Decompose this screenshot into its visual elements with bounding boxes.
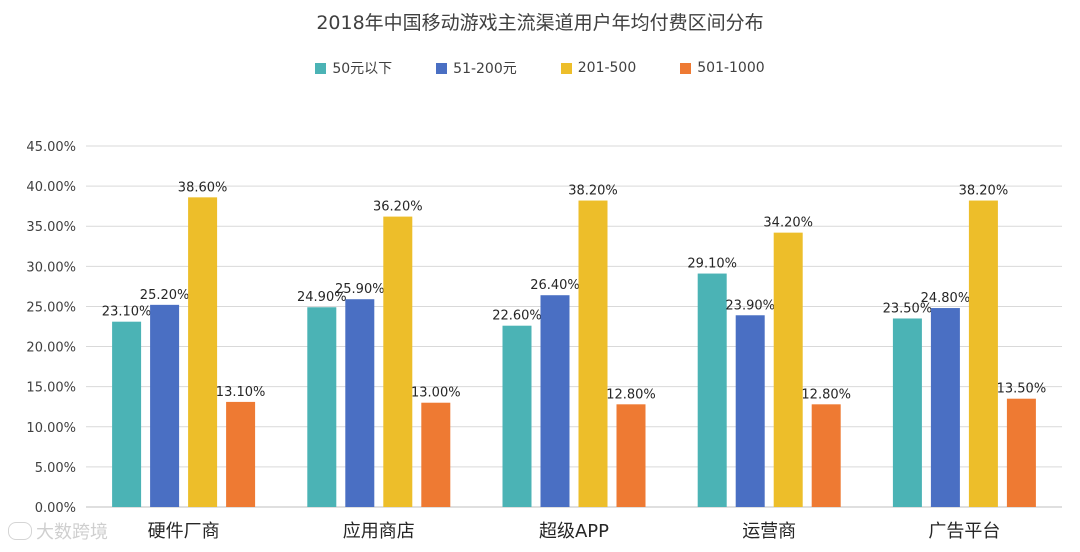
bar xyxy=(188,197,218,507)
bar xyxy=(150,304,180,507)
data-label: 23.90% xyxy=(725,298,775,313)
y-tick-label: 25.00% xyxy=(26,300,76,315)
bar xyxy=(226,401,256,507)
x-tick-label: 运营商 xyxy=(742,521,796,542)
y-tick-label: 5.00% xyxy=(35,461,76,476)
y-tick-label: 20.00% xyxy=(26,341,76,356)
bar xyxy=(421,402,451,507)
bar xyxy=(383,216,413,507)
legend-label: 201-500 xyxy=(577,60,637,76)
x-tick-label: 广告平台 xyxy=(928,521,1000,542)
data-label: 25.20% xyxy=(140,288,190,303)
data-label: 24.80% xyxy=(921,291,971,306)
data-label: 12.80% xyxy=(801,387,851,402)
watermark-logo-icon xyxy=(8,522,32,540)
data-label: 38.20% xyxy=(959,184,1009,199)
y-tick-label: 0.00% xyxy=(35,501,76,516)
bar xyxy=(892,318,922,507)
bar xyxy=(112,321,142,507)
legend-item: 501-1000 xyxy=(680,58,765,78)
bar xyxy=(773,232,803,507)
bar xyxy=(968,200,998,507)
legend-item: 201-500 xyxy=(560,58,637,78)
data-label: 13.00% xyxy=(411,386,461,401)
data-label: 23.10% xyxy=(102,305,152,320)
legend-label: 50元以下 xyxy=(332,61,393,77)
data-label: 13.10% xyxy=(216,385,266,400)
watermark: 大数跨境 xyxy=(8,518,108,544)
y-tick-label: 35.00% xyxy=(26,220,76,235)
data-label: 38.60% xyxy=(178,180,228,195)
legend: 50元以下 51-200元 201-500 501-1000 xyxy=(0,58,1080,78)
y-tick-label: 40.00% xyxy=(26,180,76,195)
data-label: 36.20% xyxy=(373,200,423,215)
legend-swatch xyxy=(436,62,448,74)
data-label: 38.20% xyxy=(568,184,618,199)
bar xyxy=(540,295,570,507)
data-label: 29.10% xyxy=(687,257,737,272)
legend-item: 51-200元 xyxy=(436,58,517,78)
x-tick-label: 超级APP xyxy=(539,521,609,542)
legend-label: 501-1000 xyxy=(697,60,765,76)
bar xyxy=(616,404,646,507)
y-tick-label: 10.00% xyxy=(26,421,76,436)
y-tick-label: 30.00% xyxy=(26,260,76,275)
data-label: 34.20% xyxy=(763,216,813,231)
y-tick-label: 15.00% xyxy=(26,381,76,396)
x-tick-label: 应用商店 xyxy=(343,521,415,542)
bar xyxy=(1006,398,1036,507)
x-tick-label: 硬件厂商 xyxy=(148,521,220,542)
bar xyxy=(307,307,337,507)
data-label: 22.60% xyxy=(492,309,542,324)
bar xyxy=(345,299,375,507)
legend-swatch xyxy=(680,62,692,74)
bar xyxy=(930,308,960,507)
legend-swatch xyxy=(315,62,327,74)
bar xyxy=(811,404,841,507)
legend-label: 51-200元 xyxy=(453,61,517,77)
data-label: 24.90% xyxy=(297,290,347,305)
data-label: 13.50% xyxy=(997,382,1047,397)
bar xyxy=(578,200,608,507)
data-label: 12.80% xyxy=(606,387,656,402)
bar xyxy=(735,315,765,507)
data-label: 25.90% xyxy=(335,282,385,297)
legend-swatch xyxy=(560,62,572,74)
bar xyxy=(502,325,532,507)
y-tick-label: 45.00% xyxy=(26,140,76,155)
data-label: 23.50% xyxy=(883,301,933,316)
legend-item: 50元以下 xyxy=(315,58,392,78)
data-label: 26.40% xyxy=(530,278,580,293)
watermark-text: 大数跨境 xyxy=(36,522,108,543)
chart-title: 2018年中国移动游戏主流渠道用户年均付费区间分布 xyxy=(316,12,764,34)
bar xyxy=(697,273,727,507)
